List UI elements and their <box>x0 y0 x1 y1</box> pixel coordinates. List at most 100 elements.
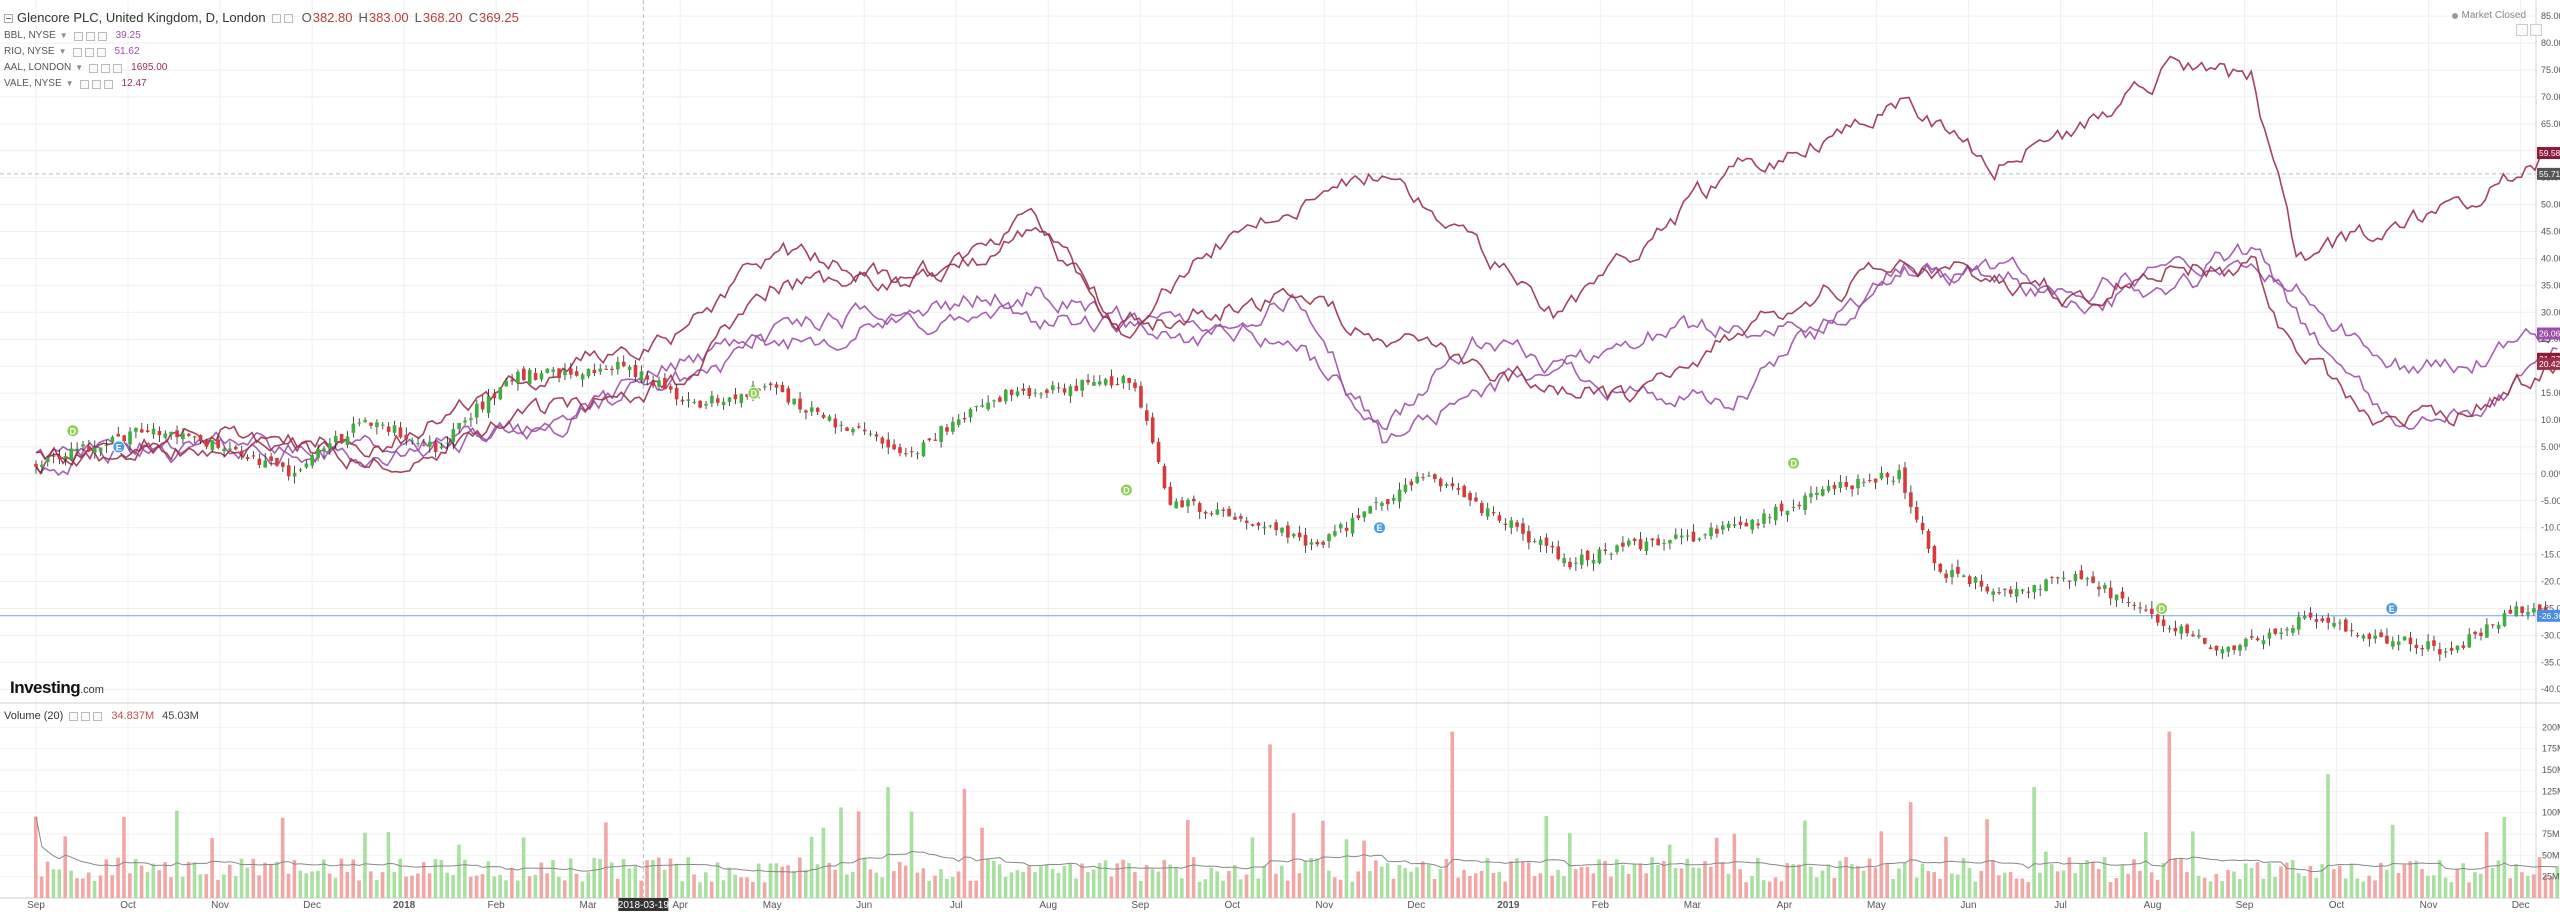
candle <box>2244 637 2248 651</box>
candle-body <box>69 448 74 460</box>
candle <box>933 432 938 441</box>
time-tick-label: Nov <box>211 900 229 911</box>
volume-bar <box>427 873 432 898</box>
hide-icon[interactable] <box>81 711 91 721</box>
close-icon[interactable] <box>97 31 107 41</box>
volume-bar <box>1920 863 1925 898</box>
volume-bar <box>997 864 1002 898</box>
volume-bar <box>34 816 38 898</box>
volume-bar <box>233 876 238 898</box>
candle-body <box>710 395 714 404</box>
hide-icon[interactable] <box>85 31 95 41</box>
volume-bar <box>1897 868 1901 898</box>
volume-axis[interactable]: 200M 175M 150M 125M 100M 75M 50M 25M <box>2542 722 2560 881</box>
candle-body <box>1027 388 1032 396</box>
volume-bar <box>1444 858 1449 898</box>
volume-bar <box>45 861 50 898</box>
candle-body <box>1579 554 1584 565</box>
time-tick-label: Apr <box>672 900 688 911</box>
settings-icon[interactable] <box>72 47 82 57</box>
collapse-icon[interactable] <box>4 13 13 23</box>
comparison-row-rio[interactable]: RIO, NYSE ▼ 51.62 <box>4 44 519 60</box>
volume-bar <box>210 837 214 898</box>
volume-bar <box>1697 867 1701 898</box>
volume-bar <box>774 863 779 898</box>
dividend-marker-icon[interactable]: D <box>747 386 761 400</box>
chevron-down-icon[interactable]: ▼ <box>65 79 74 88</box>
candle-body <box>1703 534 1707 536</box>
chevron-down-icon[interactable]: ▼ <box>59 31 68 40</box>
candle <box>216 436 220 450</box>
settings-icon[interactable] <box>69 711 79 721</box>
hide-icon[interactable] <box>91 79 101 89</box>
candle <box>1568 557 1572 571</box>
candle-body <box>1662 543 1666 545</box>
candle-body <box>1397 489 1402 502</box>
time-axis[interactable]: Sep Oct Nov Dec 2018 Feb Mar Apr May Jun Jul Aug Sep… <box>27 898 2529 911</box>
volume-bar <box>339 858 344 898</box>
candle-body <box>1380 502 1384 506</box>
volume-bar <box>286 873 291 898</box>
close-icon[interactable] <box>103 79 113 89</box>
comparison-row-aal[interactable]: AAL, LONDON ▼ 1695.00 <box>4 60 519 76</box>
candle-body <box>1450 483 1455 487</box>
volume-bar <box>504 880 508 898</box>
candle-body <box>281 462 285 467</box>
earnings-marker-icon[interactable]: E <box>2385 601 2399 615</box>
volume-bar <box>1315 858 1319 898</box>
candle <box>251 451 256 459</box>
close-icon[interactable] <box>96 47 106 57</box>
dividend-marker-icon[interactable]: D <box>66 424 80 438</box>
volume-bar <box>486 861 491 898</box>
dividend-marker-icon[interactable]: D <box>1119 483 1133 497</box>
candle-body <box>1574 562 1578 564</box>
candle-body <box>1156 441 1161 463</box>
chevron-down-icon[interactable]: ▼ <box>58 47 67 56</box>
comparison-row-vale[interactable]: VALE, NYSE ▼ 12.47 <box>4 76 519 92</box>
candle <box>2267 628 2272 646</box>
volume-bar <box>2290 860 2295 898</box>
volume-bar <box>92 881 97 898</box>
candle-body <box>1856 478 1860 489</box>
hide-icon[interactable] <box>101 63 111 73</box>
volume-bar <box>1426 864 1431 898</box>
close-icon[interactable] <box>113 63 123 73</box>
candle-body <box>2414 644 2419 649</box>
close-icon[interactable] <box>93 711 103 721</box>
comparison-row-bbl[interactable]: BBL, NYSE ▼ 39.25 <box>4 28 519 44</box>
candle-body <box>510 379 514 382</box>
candle <box>369 422 373 429</box>
volume-bar <box>2426 875 2430 898</box>
hide-icon[interactable] <box>84 47 94 57</box>
candle <box>1885 471 1890 485</box>
pane-settings-icon[interactable] <box>2530 24 2542 36</box>
event-markers[interactable]: D E D D E D D E <box>66 386 2399 615</box>
volume-bar <box>2449 882 2454 898</box>
dividend-marker-icon[interactable]: D <box>1787 456 1801 470</box>
candle-body <box>2208 647 2213 649</box>
candle <box>1650 538 1655 547</box>
candle <box>1039 391 1043 399</box>
candle <box>45 456 50 467</box>
candle-body <box>904 453 908 455</box>
candle <box>2085 576 2090 586</box>
candle <box>322 446 326 458</box>
settings-icon[interactable] <box>89 63 99 73</box>
earnings-marker-icon[interactable]: E <box>1373 521 1387 535</box>
candle-body <box>2520 606 2524 613</box>
pane-maximize-icon[interactable] <box>2516 24 2528 36</box>
earnings-marker-icon[interactable]: E <box>112 440 126 454</box>
dividend-marker-icon[interactable]: D <box>2155 601 2169 615</box>
settings-icon[interactable] <box>73 31 83 41</box>
candle <box>475 399 479 425</box>
volume-bar <box>1062 866 1067 898</box>
volume-bar <box>1955 874 1960 898</box>
volume-bar <box>1820 870 1825 898</box>
settings-icon[interactable] <box>79 79 89 89</box>
chevron-down-icon[interactable]: ▼ <box>75 63 84 72</box>
hide-icon[interactable] <box>283 13 293 23</box>
candle-body <box>1162 466 1167 489</box>
settings-icon[interactable] <box>271 13 281 23</box>
candle <box>698 399 702 409</box>
